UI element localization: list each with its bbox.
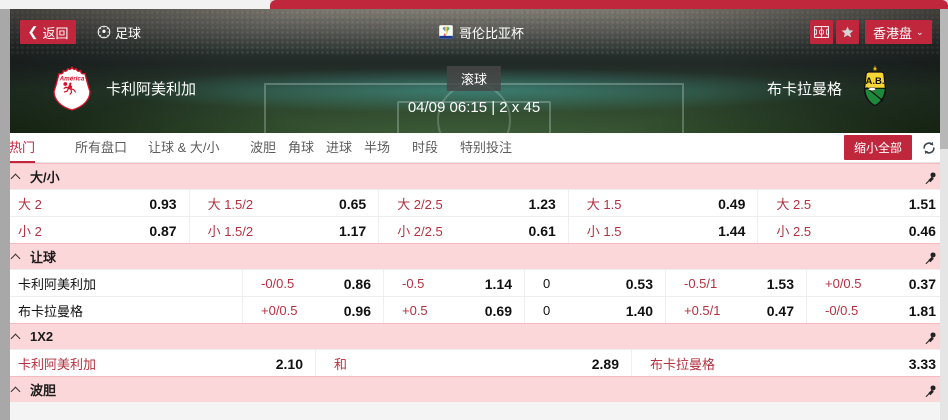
svg-text:América: América [59, 76, 85, 83]
svg-text:A.B.: A.B. [866, 76, 885, 87]
